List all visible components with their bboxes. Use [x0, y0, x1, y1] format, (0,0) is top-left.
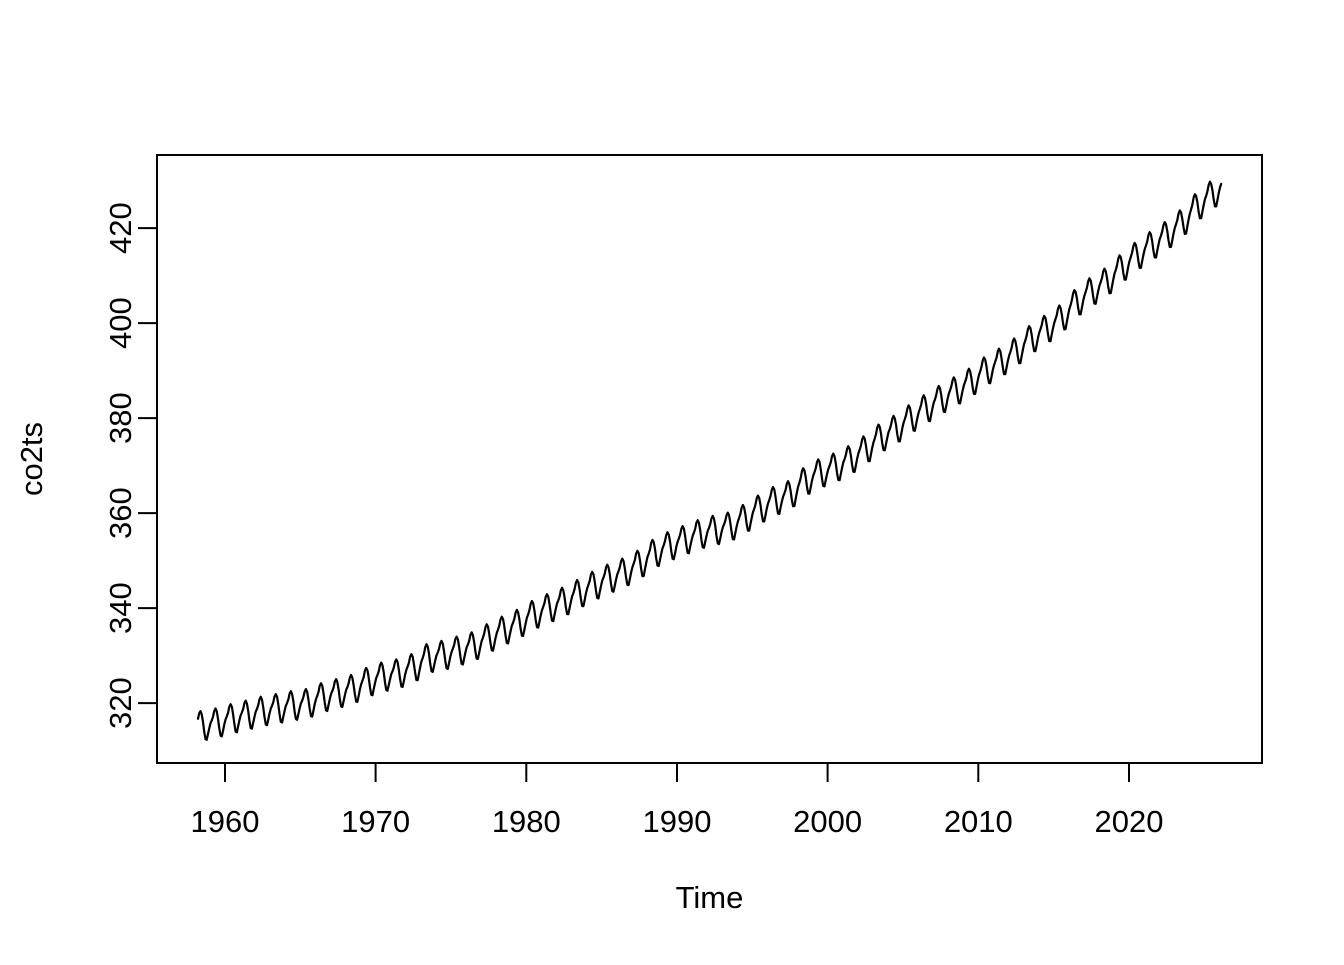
x-tick-label: 1970 — [341, 804, 410, 839]
x-axis-title: Time — [676, 880, 744, 915]
x-tick-label: 2020 — [1095, 804, 1164, 839]
x-tick-label: 2010 — [944, 804, 1013, 839]
y-tick-label: 340 — [103, 582, 138, 634]
y-tick-label: 420 — [103, 202, 138, 254]
y-axis-title: co2ts — [14, 422, 49, 496]
x-tick-label: 1960 — [191, 804, 260, 839]
y-tick-label: 400 — [103, 297, 138, 349]
plot-box — [156, 154, 1263, 764]
co2-series-line — [196, 180, 1223, 741]
x-tick-label: 1990 — [643, 804, 712, 839]
y-tick-label: 320 — [103, 677, 138, 729]
x-tick-label: 2000 — [793, 804, 862, 839]
x-tick-label: 1980 — [492, 804, 561, 839]
x-axis-ticks: 1960 1970 1980 1990 2000 2010 2020 — [191, 763, 1164, 839]
y-axis-ticks: 320 340 360 380 400 420 — [103, 202, 157, 729]
y-tick-label: 380 — [103, 392, 138, 444]
y-tick-label: 360 — [103, 487, 138, 539]
